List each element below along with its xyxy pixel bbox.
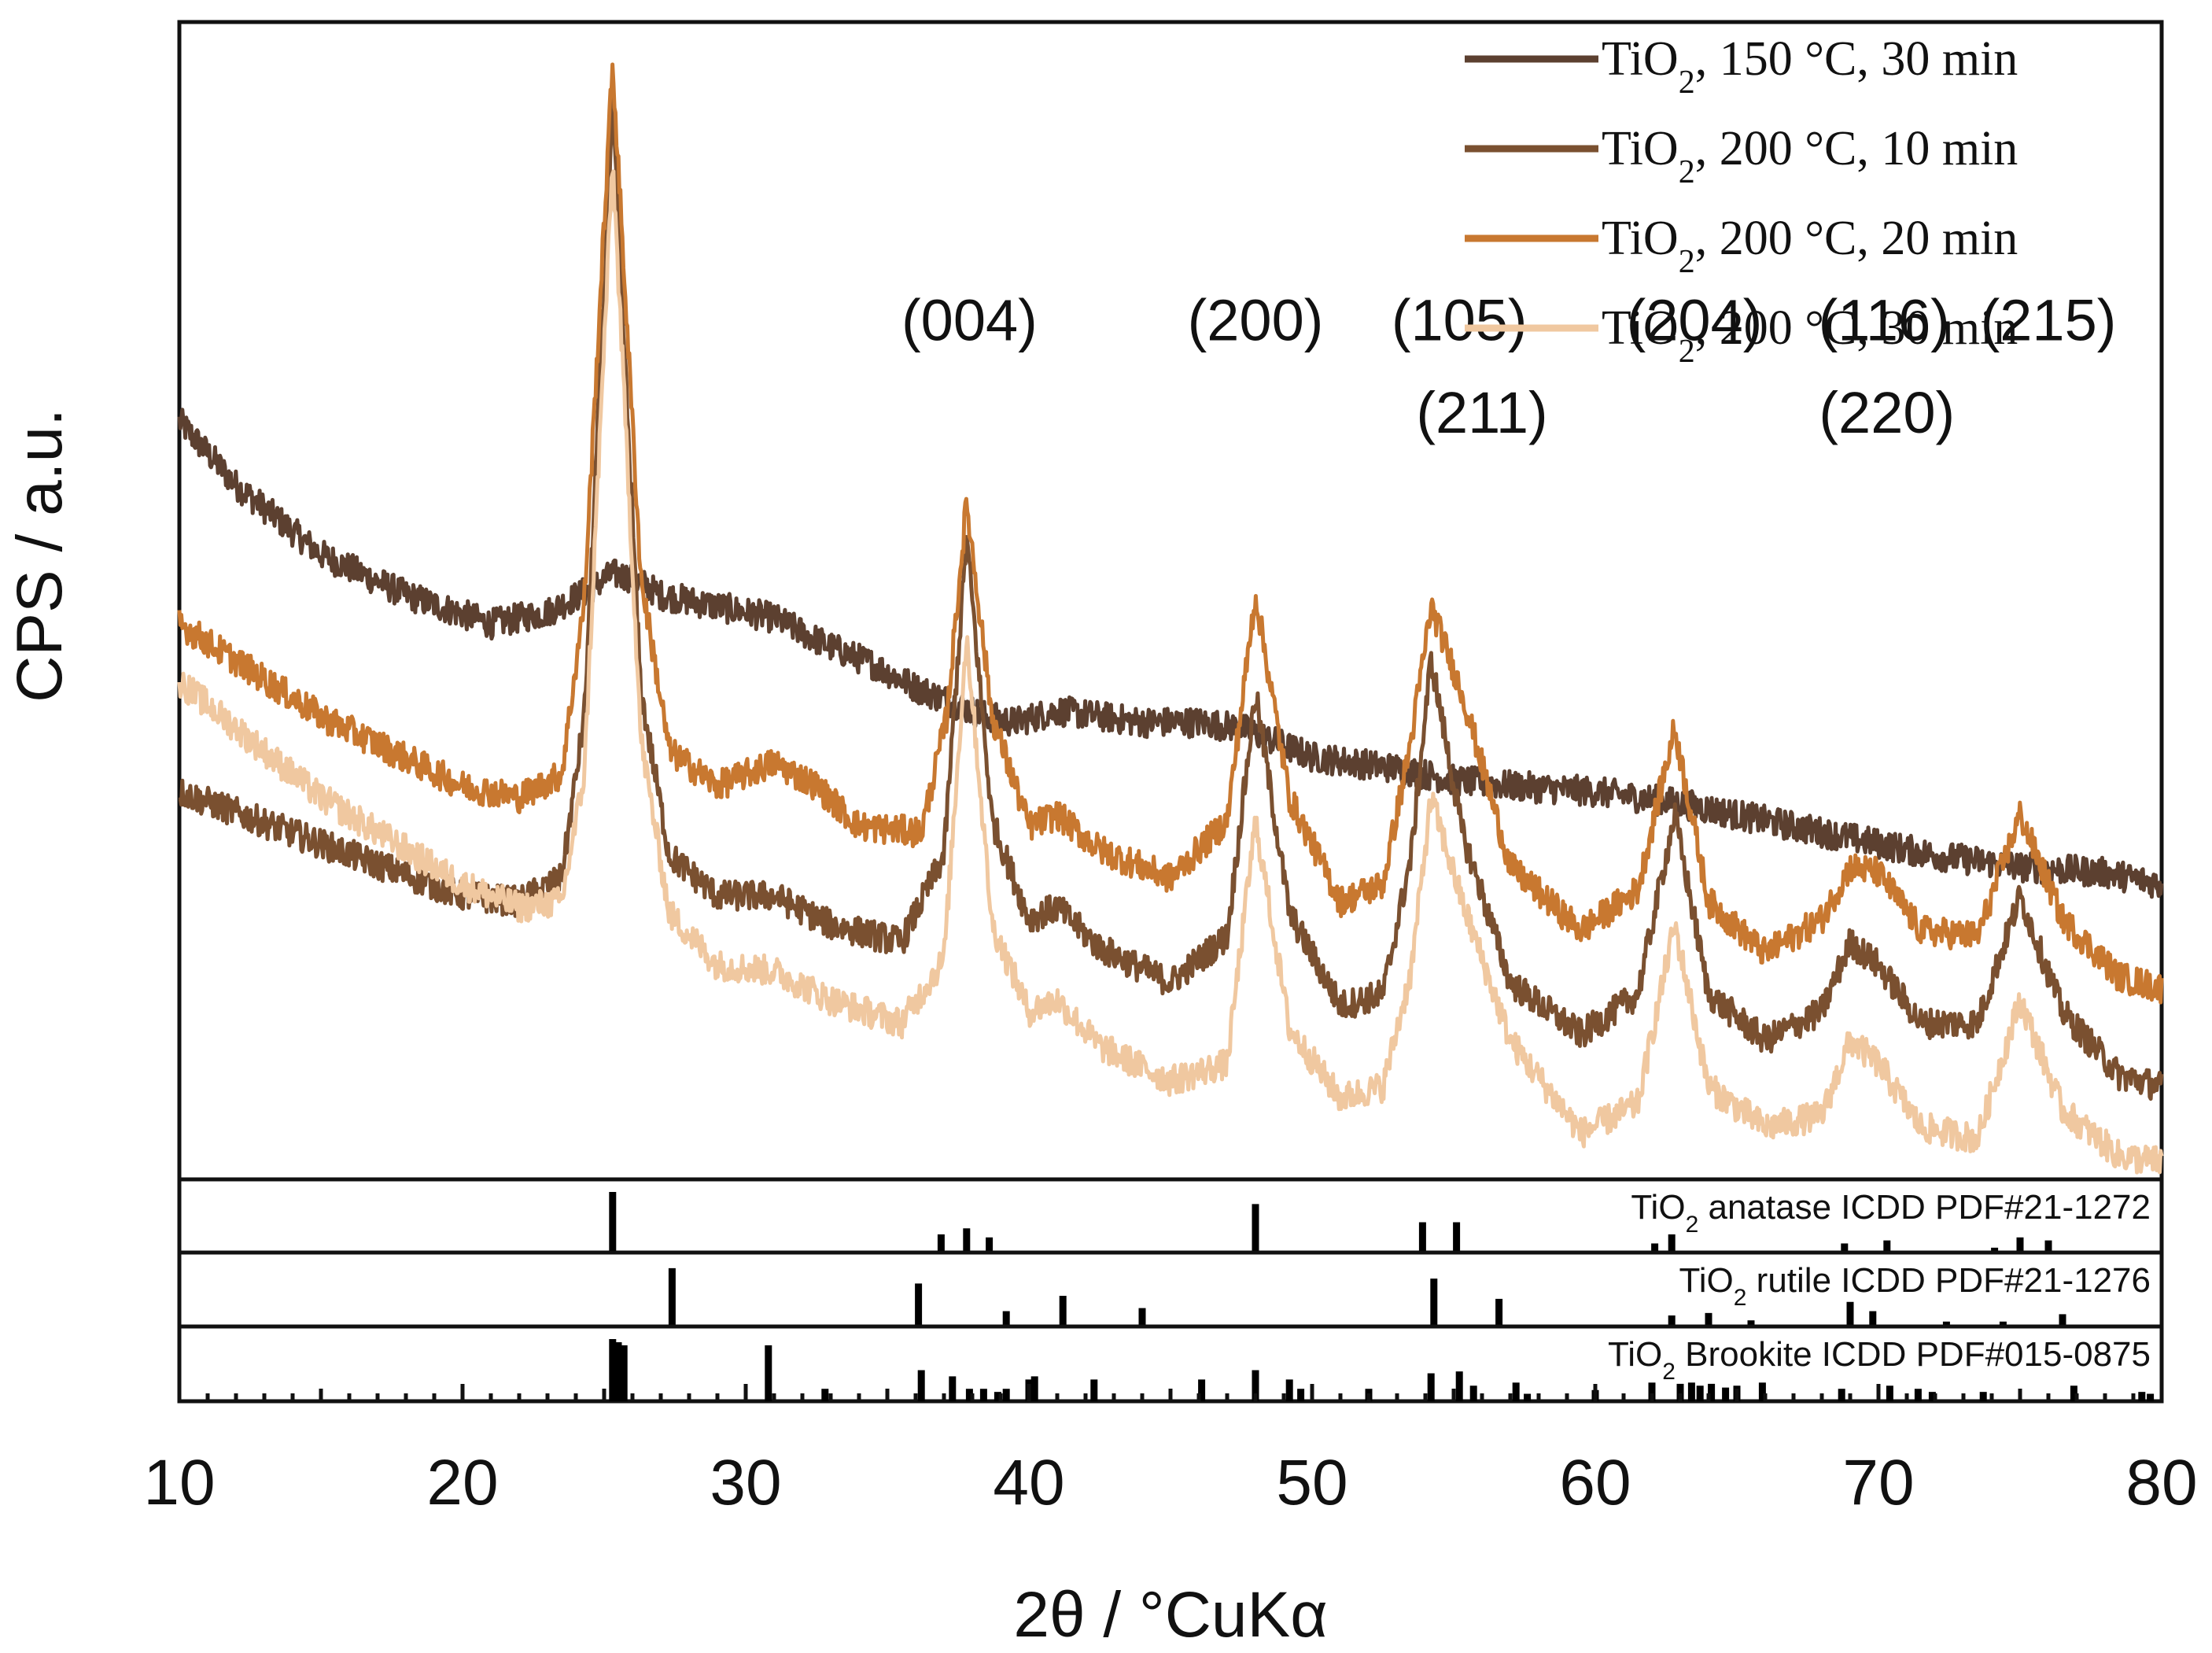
series-layer (177, 62, 2164, 1175)
peak-label: (204) (1627, 288, 1763, 353)
peak-label: (116) (1819, 288, 1950, 353)
legend-entry: TiO2, 200 °C, 10 min (1465, 122, 2018, 190)
x-tick-label: 60 (1559, 1447, 1631, 1518)
legend: TiO2, 150 °C, 30 min TiO2, 200 °C, 10 min… (1465, 32, 2018, 370)
series-line-1 (177, 408, 2164, 899)
x-tick-label: 70 (1842, 1447, 1914, 1518)
reference-panel-1: TiO2 anatase ICDD PDF#21-1272 (177, 1177, 2164, 1255)
x-tick-label: 50 (1276, 1447, 1347, 1518)
peak-label: (004) (901, 288, 1038, 353)
legend-label: TiO2, 200 °C, 30 min (1602, 301, 2018, 370)
x-axis-label: 2θ / °CuKα (1013, 1579, 1327, 1651)
legend-label: TiO2, 200 °C, 10 min (1602, 122, 2018, 190)
x-tick-label: 10 (143, 1447, 215, 1518)
reference-label: TiO2 Brookite ICDD PDF#015-0875 (1608, 1335, 2151, 1385)
peak-label: (105) (1392, 288, 1528, 353)
series-line-3 (177, 62, 2164, 1005)
legend-entry: TiO2, 200 °C, 20 min (1465, 212, 2018, 280)
peak-label: (220) (1819, 380, 1955, 445)
main-plot-panel: (101)(004)(200)(105)(211)(204)(116)(220)… (177, 20, 2164, 1182)
reference-label: TiO2 anatase ICDD PDF#21-1272 (1631, 1188, 2151, 1238)
reference-label: TiO2 rutile ICDD PDF#21-1276 (1679, 1261, 2151, 1311)
x-axis: 10 20 30 40 50 60 70 80 (143, 1384, 2198, 1518)
legend-label: TiO2, 150 °C, 30 min (1602, 32, 2018, 101)
x-tick-label: 80 (2125, 1447, 2197, 1518)
peak-label: (200) (1188, 288, 1324, 353)
y-axis-label: CPS / a.u. (4, 408, 76, 703)
peak-annotations: (101)(004)(200)(105)(211)(204)(116)(220)… (901, 288, 2117, 446)
legend-entry: TiO2, 200 °C, 30 min (1465, 301, 2018, 370)
legend-label: TiO2, 200 °C, 20 min (1602, 212, 2018, 280)
x-tick-label: 30 (710, 1447, 781, 1518)
x-tick-label: 20 (426, 1447, 498, 1518)
main-plot-frame (177, 20, 2164, 1182)
legend-entry: TiO2, 150 °C, 30 min (1465, 32, 2018, 101)
reference-panels: TiO2 anatase ICDD PDF#21-1272 TiO2 rutile… (177, 1177, 2164, 1404)
series-line-4 (177, 169, 2164, 1175)
x-tick-label: 40 (993, 1447, 1064, 1518)
peak-label: (215) (1981, 288, 2117, 353)
reference-panel-2: TiO2 rutile ICDD PDF#21-1276 (177, 1250, 2164, 1329)
peak-label: (211) (1416, 380, 1547, 445)
